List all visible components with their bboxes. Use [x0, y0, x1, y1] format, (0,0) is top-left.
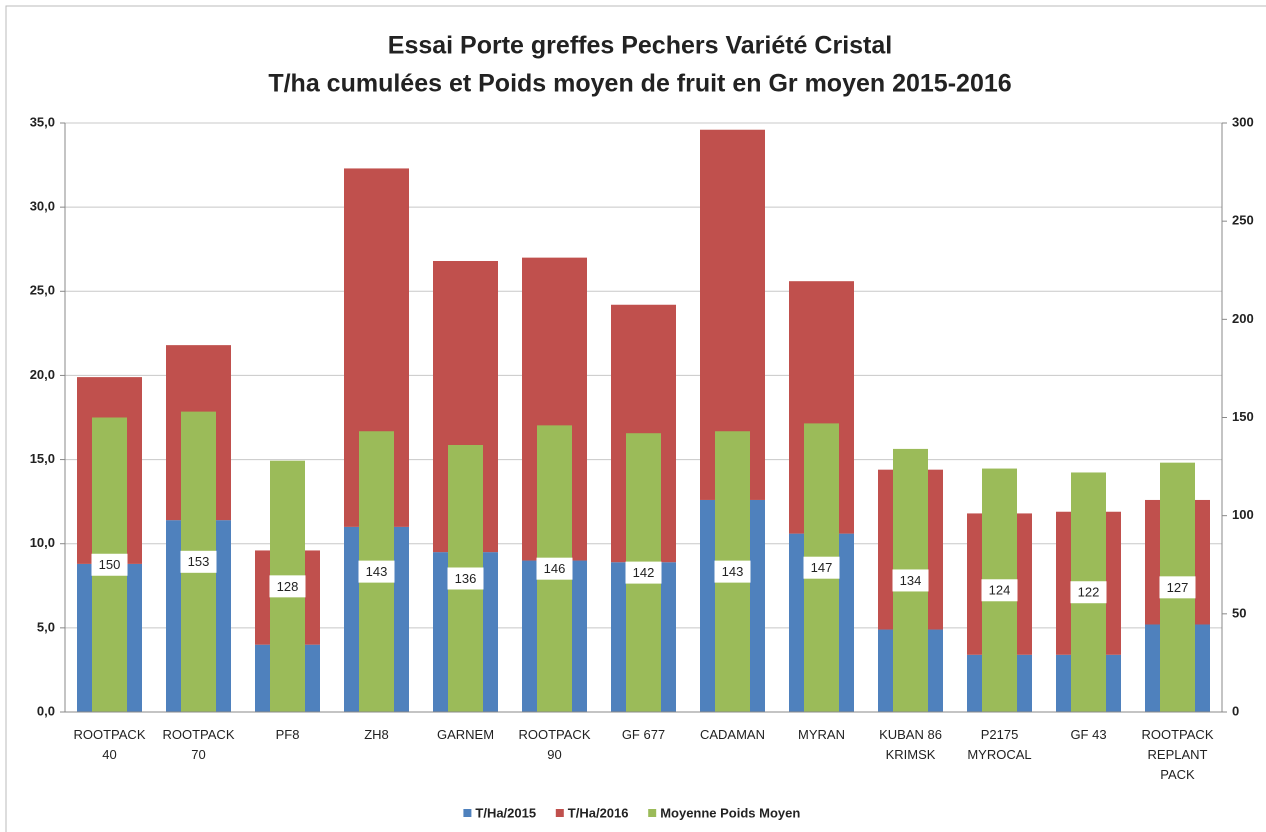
y2-tick-label: 50	[1232, 605, 1246, 620]
x-tick-label: ROOTPACK 70	[163, 727, 235, 762]
legend-swatch	[463, 809, 472, 817]
data-label: 134	[900, 573, 922, 588]
data-label-box	[1159, 576, 1196, 599]
data-label-box	[269, 575, 306, 598]
data-label-box	[625, 561, 662, 584]
data-label-box	[447, 567, 484, 590]
data-label-box	[536, 557, 573, 580]
x-tick-label: GF 677	[622, 727, 665, 742]
data-label: 146	[544, 561, 566, 576]
data-label: 136	[455, 571, 477, 586]
x-tick-label: CADAMAN	[700, 727, 765, 742]
data-label: 124	[989, 583, 1011, 598]
data-label: 142	[633, 565, 655, 580]
data-label-box	[892, 569, 929, 592]
data-label: 150	[99, 557, 121, 572]
chart-subtitle: T/ha cumulées et Poids moyen de fruit en…	[268, 70, 1011, 98]
y2-tick-label: 300	[1232, 114, 1254, 129]
data-label: 143	[366, 564, 388, 579]
y2-tick-label: 100	[1232, 507, 1254, 522]
x-tick-label: ROOTPACK 40	[74, 727, 146, 762]
data-label: 143	[722, 564, 744, 579]
x-tick-label: KUBAN 86 KRIMSK	[879, 727, 942, 762]
x-tick-label: ZH8	[364, 727, 389, 742]
y-tick-label: 20,0	[30, 367, 55, 382]
legend-label: Moyenne Poids Moyen	[660, 805, 800, 820]
data-label-box	[803, 556, 840, 579]
y2-tick-label: 150	[1232, 409, 1254, 424]
y2-tick-label: 0	[1232, 703, 1239, 718]
data-label: 153	[188, 554, 210, 569]
legend-label: T/Ha/2015	[475, 805, 536, 820]
legend-swatch	[648, 809, 657, 817]
y-tick-label: 5,0	[37, 619, 55, 634]
data-label-box	[714, 560, 751, 583]
x-tick-label: P2175 MYROCAL	[967, 727, 1031, 762]
x-tick-label: ROOTPACK 90	[519, 727, 591, 762]
x-tick-label: ROOTPACK REPLANT PACK	[1142, 727, 1214, 782]
x-tick-label: GARNEM	[437, 727, 494, 742]
y2-tick-label: 200	[1232, 311, 1254, 326]
data-label: 122	[1078, 585, 1100, 600]
y-tick-label: 0,0	[37, 703, 55, 718]
x-tick-label: GF 43	[1070, 727, 1106, 742]
x-tick-label: MYRAN	[798, 727, 845, 742]
x-tick-label: PF8	[276, 727, 300, 742]
data-label: 127	[1167, 580, 1189, 595]
data-label-box	[1070, 581, 1107, 604]
data-label: 128	[277, 579, 299, 594]
y2-tick-label: 250	[1232, 213, 1254, 228]
data-label-box	[981, 579, 1018, 602]
y-tick-label: 35,0	[30, 114, 55, 129]
data-label: 147	[811, 560, 833, 575]
y-tick-label: 30,0	[30, 199, 55, 214]
legend-label: T/Ha/2016	[568, 805, 629, 820]
chart-title: Essai Porte greffes Pechers Variété Cris…	[388, 32, 892, 60]
data-label-box	[91, 553, 128, 576]
data-label-box	[180, 550, 217, 573]
legend-swatch	[555, 809, 564, 817]
data-label-box	[358, 560, 395, 583]
y-tick-label: 10,0	[30, 535, 55, 550]
y-tick-label: 25,0	[30, 283, 55, 298]
y-tick-label: 15,0	[30, 451, 55, 466]
